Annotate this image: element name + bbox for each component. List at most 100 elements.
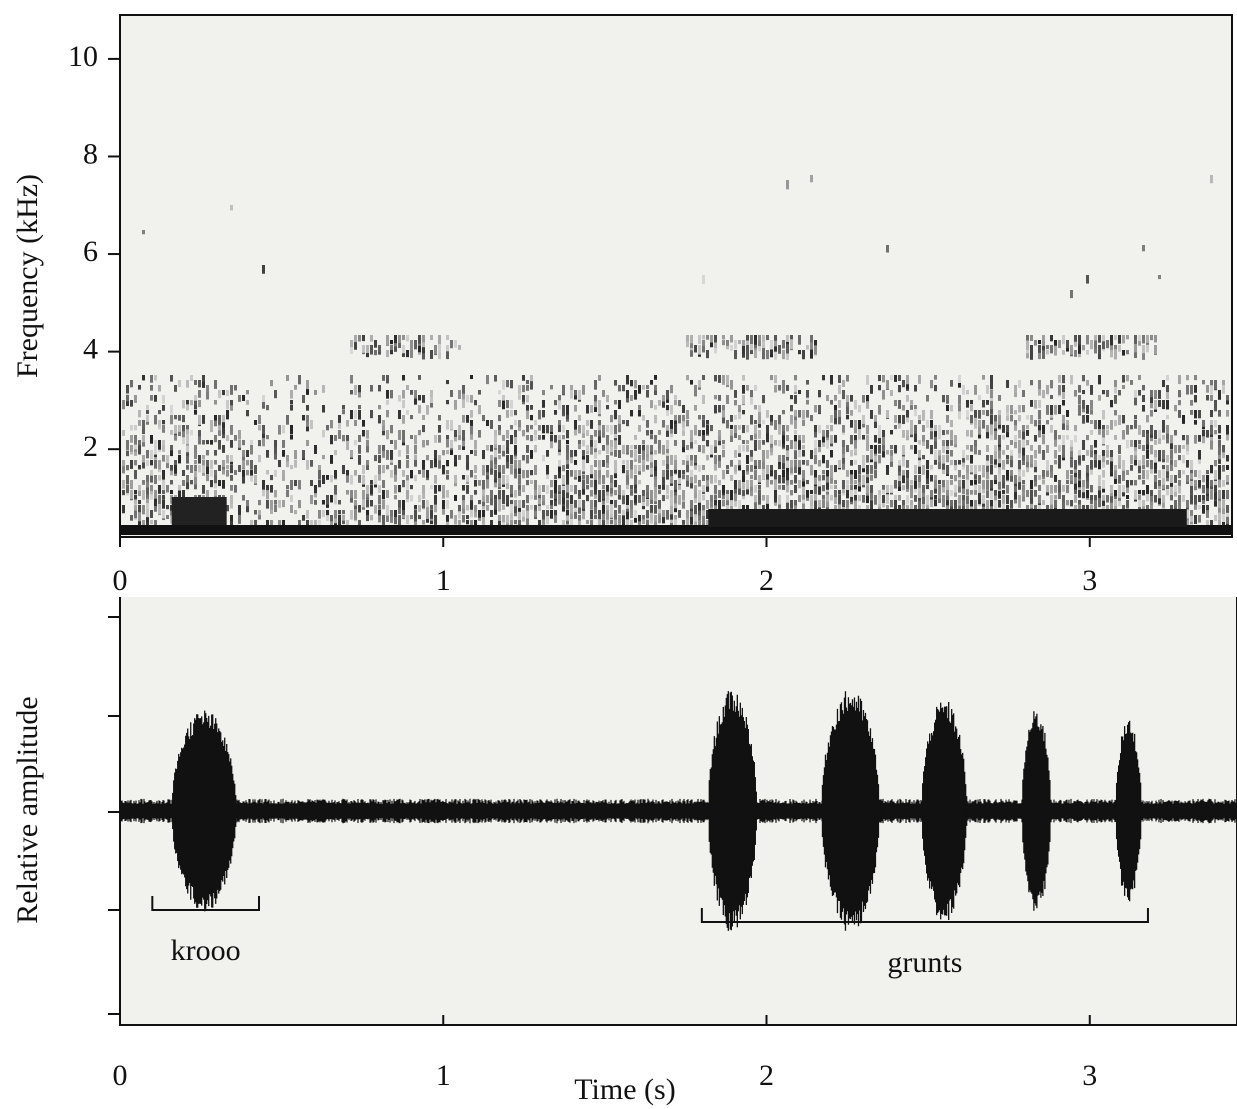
spectrogram-cell	[218, 430, 221, 436]
spectrogram-cell	[438, 460, 441, 469]
spectrogram-cell	[490, 445, 493, 452]
spectrogram-cell	[1214, 515, 1217, 521]
spectrogram-cell	[150, 435, 153, 444]
spectrogram-cell	[1134, 440, 1137, 447]
spectrogram-cell	[778, 345, 781, 354]
spectrogram-cell	[838, 385, 841, 394]
spectrogram-cell	[310, 480, 313, 486]
spectrogram-cell	[1098, 490, 1101, 498]
spectrogram-cell	[394, 510, 397, 517]
spectrogram-cell	[602, 505, 605, 514]
spectrogram-cell	[974, 410, 977, 418]
spectrogram-cell	[750, 415, 753, 425]
spectrogram-cell	[390, 390, 393, 398]
spectrogram-cell	[366, 345, 369, 353]
spectrogram-cell	[518, 500, 521, 508]
spectrogram-cell	[1070, 460, 1073, 467]
spectrogram-cell	[1186, 385, 1189, 395]
spectrogram-cell	[658, 485, 661, 489]
spectrogram-cell	[982, 465, 985, 474]
spectrogram-cell	[306, 405, 309, 411]
spectrogram-cell	[906, 470, 909, 478]
spectrogram-cell	[1190, 510, 1193, 516]
spectrogram-cell	[1062, 350, 1065, 355]
spectrogram-cell	[1018, 495, 1021, 503]
spectrogram-cell	[634, 435, 637, 440]
spectrogram-cell	[934, 425, 937, 431]
spectrogram-cell	[694, 425, 697, 431]
spectrogram-cell	[1090, 460, 1093, 469]
spectrogram-cell	[378, 495, 381, 504]
spectrogram-cell	[1158, 400, 1161, 407]
spectrogram-cell	[1146, 415, 1149, 422]
spectrogram-cell	[538, 505, 541, 511]
spectrogram-cell	[366, 430, 369, 438]
spectrogram-cell	[418, 345, 421, 352]
spectrogram-cell	[702, 375, 705, 380]
spectrogram-cell	[930, 490, 933, 497]
spectrogram-cell	[506, 515, 509, 523]
spectrogram-cell	[638, 515, 641, 521]
spectrogram-cell	[458, 425, 461, 435]
spectrogram-cell	[410, 415, 413, 419]
spectrogram-cell	[1062, 415, 1065, 424]
spectrogram-cell	[1142, 245, 1145, 251]
spectrogram-cell	[818, 390, 821, 397]
spectrogram-cell	[386, 410, 389, 417]
spectrogram-cell	[214, 400, 217, 405]
spectrogram-cell	[570, 505, 573, 514]
spectrogram-cell	[694, 465, 697, 470]
spectrogram-cell	[810, 465, 813, 470]
spectrogram-cell	[282, 470, 285, 477]
spectrogram-cell	[230, 465, 233, 473]
spectrogram-cell	[1142, 500, 1145, 507]
spectrogram-cell	[778, 455, 781, 462]
spectrogram-cell	[770, 465, 773, 470]
spectrogram-cell	[1194, 375, 1197, 380]
spectrogram-cell	[638, 410, 641, 416]
spectrogram-cell	[794, 385, 797, 392]
spectrogram-cell	[574, 460, 577, 465]
spectrogram-cell	[1226, 425, 1229, 435]
spectrogram-cell	[410, 340, 413, 350]
spectrogram-cell	[270, 380, 273, 386]
spectrogram-cell	[178, 485, 181, 491]
spectrogram-cell	[318, 480, 321, 487]
spectrogram-cell	[990, 490, 993, 500]
spectrogram-cell	[910, 400, 913, 405]
spectrogram-cell	[1146, 495, 1149, 501]
spectrogram-cell	[134, 500, 137, 505]
spectrogram-cell	[1082, 480, 1085, 487]
spectrogram-cell	[174, 465, 177, 474]
spectrogram-cell	[686, 420, 689, 426]
spectrogram-cell	[798, 450, 801, 457]
spectrogram-cell	[370, 480, 373, 485]
spectrogram-cell	[598, 460, 601, 467]
spectrogram-cell	[254, 420, 257, 425]
spectrogram-cell	[570, 385, 573, 390]
spectrogram-cell	[302, 395, 305, 403]
spectrogram-cell	[930, 465, 933, 470]
spectrogram-cell	[370, 385, 373, 392]
spectrogram-cell	[490, 490, 493, 498]
spectrogram-cell	[474, 475, 477, 479]
spectrogram-cell	[914, 445, 917, 454]
spectrogram-cell	[990, 435, 993, 440]
spectrogram-cell	[994, 490, 997, 496]
spectrogram-cell	[1142, 395, 1145, 402]
spectrogram-cell	[1070, 290, 1073, 298]
spectrogram-cell	[1178, 375, 1181, 384]
spectrogram-cell	[130, 490, 133, 499]
spectrogram-cell	[562, 465, 565, 471]
spectrogram-cell	[386, 390, 389, 399]
spectrogram-cell	[1006, 460, 1009, 464]
spectrogram-cell	[378, 345, 381, 352]
spectrogram-cell	[1086, 350, 1089, 355]
spectrogram-cell	[554, 500, 557, 506]
spectrogram-cell	[566, 440, 569, 444]
spectrogram-cell	[626, 475, 629, 482]
spectrogram-cell	[318, 470, 321, 480]
spectrogram-cell	[766, 350, 769, 359]
spectrogram-cell	[646, 390, 649, 398]
